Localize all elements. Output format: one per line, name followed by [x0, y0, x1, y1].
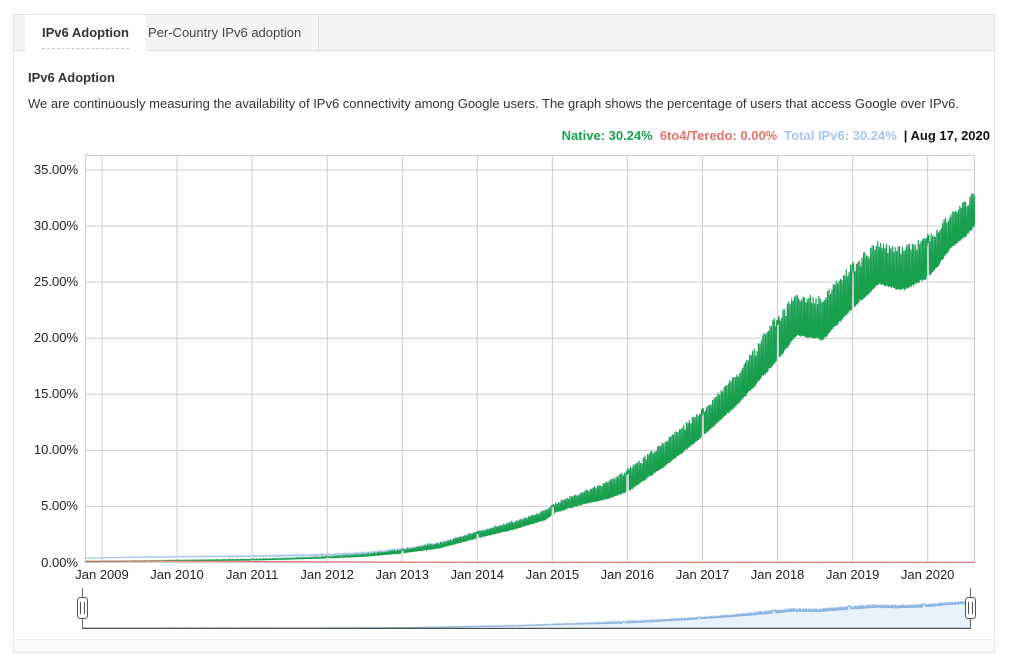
chart-legend: Native: 30.24% 6to4/Teredo: 0.00% Total IP…	[0, 128, 990, 143]
y-axis-label: 30.00%	[33, 218, 78, 234]
x-axis-label: Jan 2017	[675, 567, 730, 582]
tab-ipv6-adoption-label: IPv6 Adoption	[42, 18, 129, 49]
handle-grip-icon	[80, 602, 85, 614]
adoption-chart-svg	[85, 155, 975, 563]
adoption-chart-plot-area[interactable]	[85, 155, 975, 563]
range-selector-svg	[82, 600, 972, 630]
range-handle-right[interactable]	[965, 597, 976, 619]
x-axis-label: Jan 2016	[600, 567, 655, 582]
x-axis-label: Jan 2015	[525, 567, 580, 582]
y-axis-label: 35.00%	[33, 162, 78, 177]
legend-entry-native: Native: 30.24%	[561, 128, 653, 143]
y-axis-label: 15.00%	[33, 386, 78, 402]
x-axis-label: Jan 2013	[375, 567, 429, 582]
range-selector[interactable]	[82, 588, 972, 630]
footer-strip	[14, 639, 994, 652]
x-axis-label: Jan 2018	[750, 567, 805, 582]
x-axis-label: Jan 2011	[225, 567, 279, 582]
y-axis-label: 0.00%	[41, 554, 78, 570]
tab-bar: IPv6 Adoption Per-Country IPv6 adoption	[14, 15, 994, 52]
range-handle-left[interactable]	[77, 597, 88, 619]
x-axis-label: Jan 2014	[450, 567, 505, 582]
handle-grip-icon	[968, 602, 973, 614]
x-axis-label: Jan 2009	[75, 567, 129, 582]
legend-date: | Aug 17, 2020	[903, 128, 990, 143]
y-axis-label: 10.00%	[33, 442, 78, 458]
tab-per-country-ipv6-adoption[interactable]: Per-Country IPv6 adoption	[130, 15, 320, 51]
tab-ipv6-adoption[interactable]: IPv6 Adoption	[25, 15, 146, 52]
page-title: IPv6 Adoption	[28, 70, 115, 85]
x-axis-label: Jan 2012	[300, 567, 354, 582]
y-axis-label: 5.00%	[41, 498, 78, 514]
legend-entry-total: Total IPv6: 30.24%	[784, 128, 897, 143]
y-axis-label: 25.00%	[33, 274, 78, 290]
page-description: We are continuously measuring the availa…	[28, 96, 959, 111]
tab-per-country-label: Per-Country IPv6 adoption	[148, 25, 302, 40]
legend-entry-teredo: 6to4/Teredo: 0.00%	[659, 128, 778, 143]
x-axis-label: Jan 2020	[900, 567, 955, 582]
y-axis-label: 20.00%	[33, 330, 78, 346]
x-axis-label: Jan 2010	[150, 567, 204, 582]
x-axis-label: Jan 2019	[825, 567, 880, 582]
